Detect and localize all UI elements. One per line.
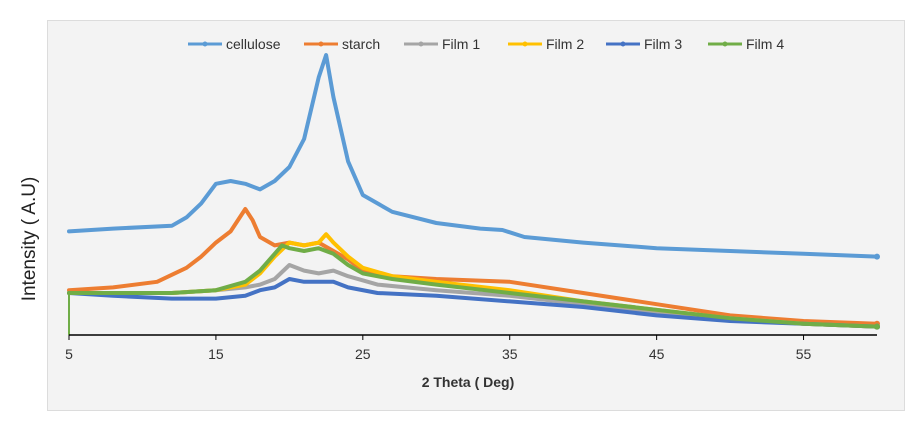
y-axis-title: Intensity ( A.U)	[19, 177, 40, 302]
series-line-cellulose	[67, 53, 879, 259]
legend-item-film-2: Film 2	[508, 36, 584, 52]
legend-item-film-4: Film 4	[708, 36, 784, 52]
legend-marker	[318, 41, 324, 47]
legend-label: starch	[342, 36, 380, 52]
legend-label: Film 4	[746, 36, 784, 52]
series-lines	[67, 53, 880, 335]
series-end-marker	[874, 323, 880, 330]
legend-item-film-3: Film 3	[606, 36, 682, 52]
legend-marker	[620, 41, 626, 47]
legend-item-film-1: Film 1	[404, 36, 480, 52]
series-line-film-4	[67, 243, 879, 329]
legend-marker	[202, 41, 208, 47]
x-tick-label: 45	[649, 346, 665, 362]
series-end-marker	[874, 253, 880, 260]
legend-label: Film 3	[644, 36, 682, 52]
legend-item-starch: starch	[304, 36, 380, 52]
legend: cellulose starch Film 1 Film 2 Film 3 Film 4	[188, 36, 784, 52]
x-tick-label: 35	[502, 346, 518, 362]
legend-label: Film 2	[546, 36, 584, 52]
legend-label: Film 1	[442, 36, 480, 52]
chart-area: cellulose starch Film 1 Film 2 Film 3 Film 4 …	[19, 20, 905, 411]
legend-marker	[722, 41, 728, 47]
x-tick-labels: 5 15 25 35 45 55	[65, 335, 812, 362]
legend-item-cellulose: cellulose	[188, 36, 281, 52]
x-tick-label: 25	[355, 346, 371, 362]
legend-label: cellulose	[226, 36, 281, 52]
x-tick-label: 15	[208, 346, 224, 362]
x-tick-label: 5	[65, 346, 73, 362]
series-line-film-3	[67, 277, 879, 329]
legend-marker	[418, 41, 424, 47]
chart-svg: cellulose starch Film 1 Film 2 Film 3 Film 4 …	[19, 36, 880, 390]
x-axis-title: 2 Theta ( Deg)	[422, 374, 515, 390]
x-tick-label: 55	[796, 346, 812, 362]
legend-marker	[522, 41, 528, 47]
